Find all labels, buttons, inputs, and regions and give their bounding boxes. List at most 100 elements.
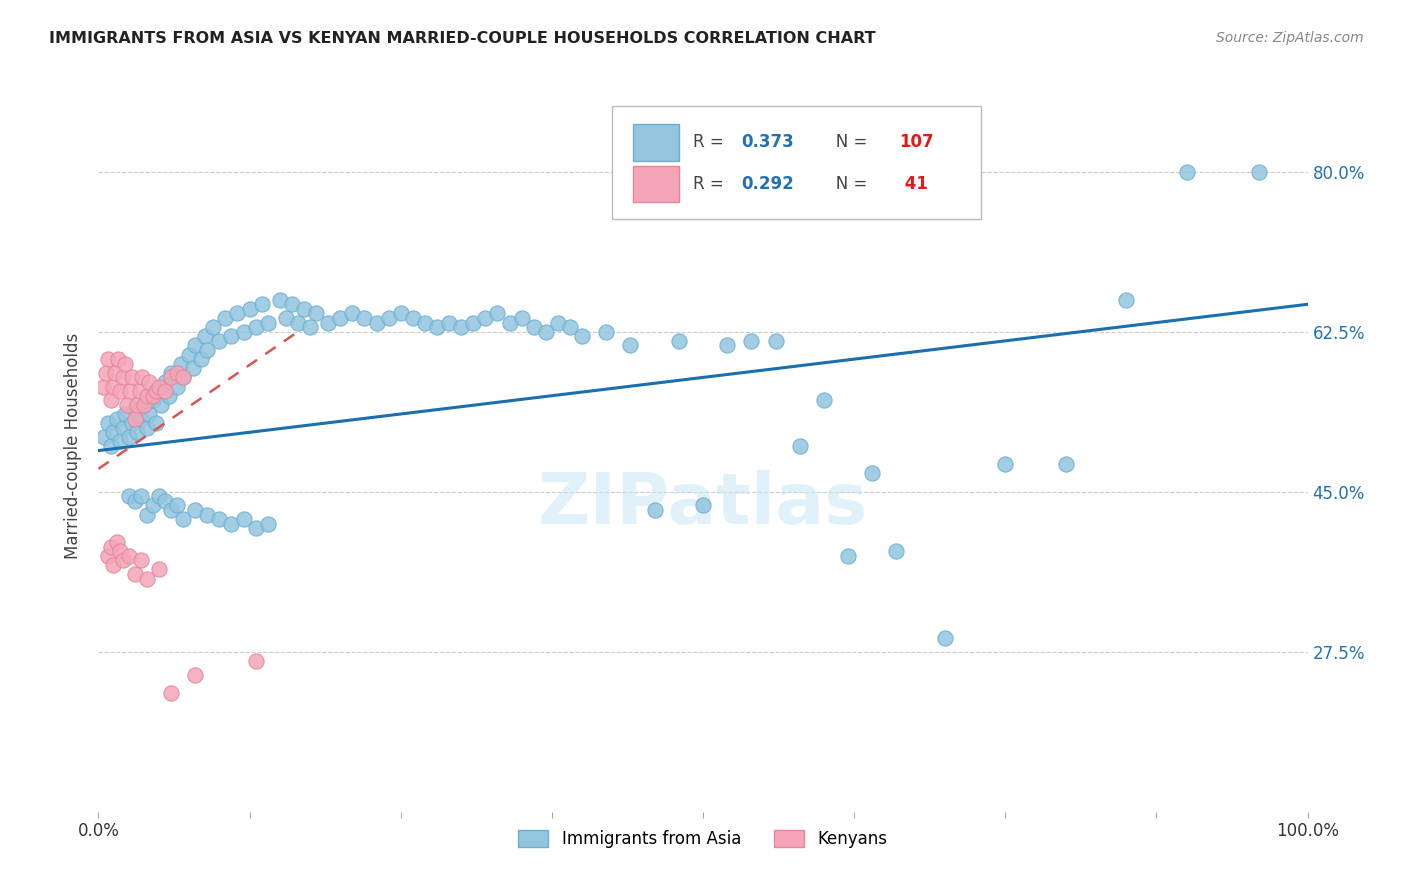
Point xyxy=(316,316,339,330)
Point xyxy=(426,320,449,334)
Point xyxy=(157,389,180,403)
Point xyxy=(153,375,176,389)
Point xyxy=(129,489,152,503)
Point xyxy=(547,316,569,330)
Point xyxy=(402,311,425,326)
Point xyxy=(153,384,176,398)
Point xyxy=(813,393,835,408)
Point xyxy=(181,361,204,376)
Point xyxy=(131,370,153,384)
Point xyxy=(668,334,690,348)
Point xyxy=(172,512,194,526)
Point xyxy=(287,316,309,330)
Point xyxy=(256,516,278,531)
Point xyxy=(934,631,956,645)
Point xyxy=(765,334,787,348)
Point xyxy=(160,503,183,517)
Point xyxy=(148,562,170,576)
Point xyxy=(366,316,388,330)
Text: ZIPatlas: ZIPatlas xyxy=(538,470,868,539)
Point xyxy=(94,366,117,380)
Point xyxy=(1249,164,1271,178)
Point xyxy=(474,311,496,326)
Point xyxy=(886,544,908,558)
Point xyxy=(860,467,883,481)
Point xyxy=(124,402,146,417)
Point xyxy=(153,494,176,508)
Point xyxy=(269,293,291,307)
Point xyxy=(129,553,152,567)
Point xyxy=(134,398,156,412)
Legend: Immigrants from Asia, Kenyans: Immigrants from Asia, Kenyans xyxy=(512,823,894,855)
Point xyxy=(644,503,666,517)
Point xyxy=(558,320,581,334)
Point xyxy=(105,411,128,425)
Point xyxy=(1175,164,1198,178)
Point xyxy=(97,352,120,367)
Point xyxy=(138,407,160,421)
Point xyxy=(117,398,139,412)
Point xyxy=(292,301,315,316)
Text: 41: 41 xyxy=(898,175,928,194)
Point xyxy=(101,558,124,572)
Point xyxy=(232,325,254,339)
Point xyxy=(214,311,236,326)
Point xyxy=(534,325,557,339)
Point xyxy=(692,499,714,513)
Point xyxy=(148,489,170,503)
Point xyxy=(226,306,249,320)
Point xyxy=(160,686,183,700)
Point xyxy=(299,320,322,334)
Point xyxy=(595,325,617,339)
Point xyxy=(160,370,183,384)
Text: R =: R = xyxy=(693,175,730,194)
Text: IMMIGRANTS FROM ASIA VS KENYAN MARRIED-COUPLE HOUSEHOLDS CORRELATION CHART: IMMIGRANTS FROM ASIA VS KENYAN MARRIED-C… xyxy=(49,31,876,46)
Point xyxy=(160,366,183,380)
Point xyxy=(135,508,157,522)
FancyBboxPatch shape xyxy=(613,106,981,219)
Point xyxy=(166,499,188,513)
Point xyxy=(221,329,243,343)
Point xyxy=(245,521,267,535)
Point xyxy=(172,370,194,384)
Point xyxy=(100,540,122,554)
Point xyxy=(353,311,375,326)
Text: N =: N = xyxy=(820,134,873,152)
Point xyxy=(256,316,278,330)
Point xyxy=(118,549,141,563)
Point xyxy=(138,375,160,389)
Point xyxy=(486,306,509,320)
Point xyxy=(169,357,191,371)
Point xyxy=(245,320,267,334)
Point xyxy=(619,338,641,352)
Point xyxy=(148,379,170,393)
FancyBboxPatch shape xyxy=(633,166,679,202)
Point xyxy=(121,416,143,430)
Point xyxy=(184,667,207,681)
Point xyxy=(208,512,231,526)
Point xyxy=(1054,457,1077,471)
Point xyxy=(463,316,485,330)
Point xyxy=(108,544,131,558)
Point xyxy=(305,306,328,320)
Point xyxy=(108,384,131,398)
Point xyxy=(274,311,297,326)
Point xyxy=(413,316,436,330)
Point xyxy=(118,489,141,503)
Point xyxy=(142,499,165,513)
Point xyxy=(145,416,167,430)
Point xyxy=(208,334,231,348)
Point xyxy=(114,357,136,371)
Point xyxy=(498,316,520,330)
Point xyxy=(789,439,811,453)
Point xyxy=(124,567,146,582)
Point xyxy=(104,366,127,380)
Y-axis label: Married-couple Households: Married-couple Households xyxy=(65,333,83,559)
Text: R =: R = xyxy=(693,134,730,152)
Point xyxy=(114,407,136,421)
Point xyxy=(184,503,207,517)
Point xyxy=(111,370,134,384)
Point xyxy=(124,494,146,508)
Point xyxy=(135,572,157,586)
Point xyxy=(142,393,165,408)
